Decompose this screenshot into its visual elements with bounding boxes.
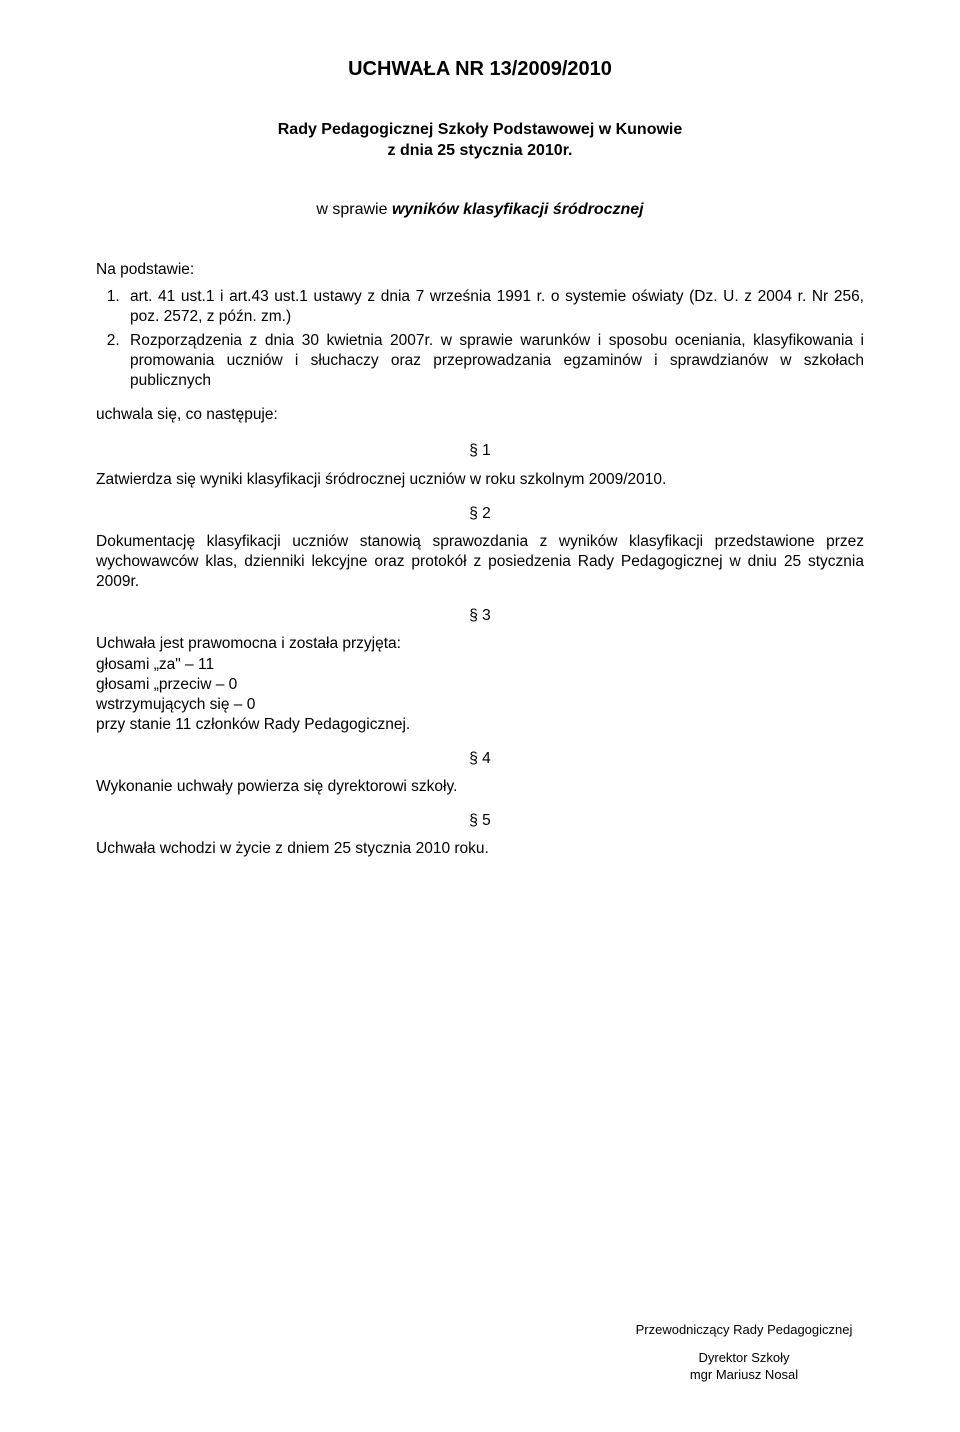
signature-position: Dyrektor Szkoły	[624, 1349, 864, 1367]
spacer	[624, 1339, 864, 1349]
s3-line: głosami „przeciw – 0	[96, 676, 237, 693]
subject-italic: wyników klasyfikacji śródrocznej	[392, 201, 644, 218]
section-3-number: § 3	[96, 606, 864, 626]
basis-item: art. 41 ust.1 i art.43 ust.1 ustawy z dn…	[124, 287, 864, 327]
basis-item: Rozporządzenia z dnia 30 kwietnia 2007r.…	[124, 331, 864, 391]
document-subtitle-line2: z dnia 25 stycznia 2010r.	[96, 141, 864, 162]
section-2-text: Dokumentację klasyfikacji uczniów stanow…	[96, 532, 864, 592]
document-subtitle-line1: Rady Pedagogicznej Szkoły Podstawowej w …	[96, 120, 864, 141]
section-4-text: Wykonanie uchwały powierza się dyrektoro…	[96, 777, 864, 797]
s3-line: przy stanie 11 członków Rady Pedagogiczn…	[96, 716, 410, 733]
subject-prefix: w sprawie	[316, 201, 392, 218]
enacts-line: uchwala się, co następuje:	[96, 405, 864, 425]
s3-line: Uchwała jest prawomocna i została przyję…	[96, 635, 401, 652]
section-1-number: § 1	[96, 441, 864, 461]
basis-list: art. 41 ust.1 i art.43 ust.1 ustawy z dn…	[96, 287, 864, 392]
section-5-number: § 5	[96, 811, 864, 831]
document-page: UCHWAŁA NR 13/2009/2010 Rady Pedagogiczn…	[0, 0, 960, 1432]
basis-heading: Na podstawie:	[96, 260, 864, 280]
section-1-text: Zatwierdza się wyniki klasyfikacji śródr…	[96, 470, 864, 490]
section-3-text: Uchwała jest prawomocna i została przyję…	[96, 634, 864, 735]
section-5-text: Uchwała wchodzi w życie z dniem 25 stycz…	[96, 839, 864, 859]
signature-block: Przewodniczący Rady Pedagogicznej Dyrekt…	[624, 1321, 864, 1384]
s3-line: wstrzymujących się – 0	[96, 696, 255, 713]
section-4-number: § 4	[96, 749, 864, 769]
section-2-number: § 2	[96, 504, 864, 524]
document-title: UCHWAŁA NR 13/2009/2010	[96, 56, 864, 82]
signature-role: Przewodniczący Rady Pedagogicznej	[624, 1321, 864, 1339]
s3-line: głosami „za" – 11	[96, 656, 214, 673]
signature-name: mgr Mariusz Nosal	[624, 1366, 864, 1384]
document-subject: w sprawie wyników klasyfikacji śródroczn…	[96, 200, 864, 221]
